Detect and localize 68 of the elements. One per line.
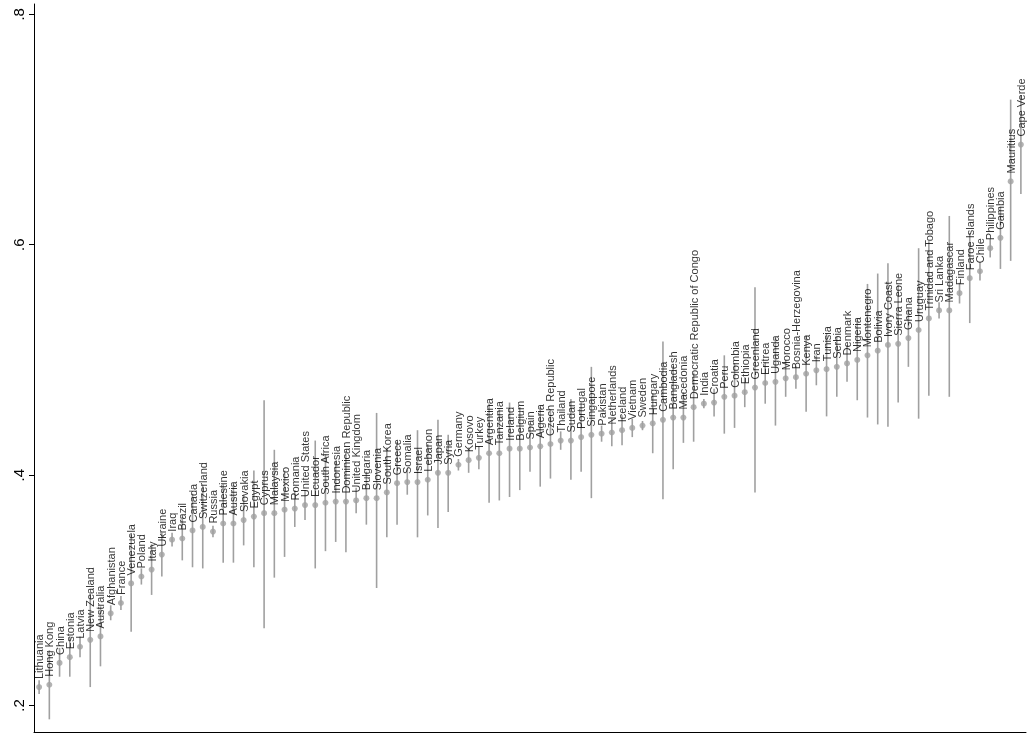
x-tick-label: Australia bbox=[94, 584, 107, 629]
x-tick-label: Turkey bbox=[472, 416, 485, 450]
x-tick-label: Japan bbox=[431, 434, 444, 465]
x-tick-label: Palestine bbox=[217, 470, 230, 516]
x-tick-label: Belgium bbox=[513, 400, 526, 441]
x-tick-label: Indonesia bbox=[329, 445, 342, 494]
x-tick-label: Sweden bbox=[636, 377, 649, 418]
x-tick-label: Mauritius bbox=[1004, 128, 1017, 174]
x-tick-label: Tunisia bbox=[820, 325, 833, 362]
x-tick-label: Switzerland bbox=[196, 462, 209, 519]
x-tick-label: Russia bbox=[206, 489, 219, 524]
x-tick-label: Nigeria bbox=[851, 316, 864, 352]
x-tick-label: Eritrea bbox=[759, 341, 772, 375]
x-tick-label: Bangladesh bbox=[667, 351, 680, 410]
x-tick-label: Greece bbox=[391, 439, 404, 476]
x-tick-label: Latvia bbox=[74, 608, 87, 639]
x-tick-label: Uganda bbox=[769, 334, 782, 374]
x-tick-label: Estonia bbox=[63, 611, 76, 650]
x-tick-label: Sri Lanka bbox=[933, 255, 946, 303]
y-tick-label: .8 bbox=[10, 8, 27, 21]
x-tick-label: Venezuela bbox=[125, 523, 138, 576]
x-tick-label: Colombia bbox=[728, 340, 741, 388]
x-tick-label: Croatia bbox=[708, 358, 721, 395]
x-tick-label: Faroe Islands bbox=[963, 203, 976, 271]
x-tick-label: Dominican Republic bbox=[339, 395, 352, 494]
x-tick-label: Sudan bbox=[564, 400, 577, 433]
x-tick-label: India bbox=[697, 370, 710, 396]
x-tick-label: Ivory Coast bbox=[881, 281, 894, 337]
x-tick-label: Israel bbox=[411, 447, 424, 475]
x-tick-label: South Korea bbox=[380, 422, 393, 485]
x-tick-label: Denmark bbox=[841, 310, 854, 356]
x-tick-label: Serbia bbox=[830, 326, 843, 359]
x-tick-label: Hong Kong bbox=[43, 621, 56, 677]
x-tick-label: Bolivia bbox=[871, 309, 884, 343]
x-tick-label: Austria bbox=[227, 480, 240, 516]
x-tick-label: Kosovo bbox=[462, 415, 475, 453]
x-tick-label: Bulgaria bbox=[360, 448, 373, 491]
y-tick-label: .4 bbox=[10, 468, 27, 482]
x-tick-label: Somalia bbox=[401, 433, 414, 475]
x-tick-label: Ecuador bbox=[309, 455, 322, 498]
x-tick-label: Slovakia bbox=[237, 469, 250, 513]
x-tick-label: Bosnia-Herzegovina bbox=[789, 269, 802, 370]
x-tick-label: Iceland bbox=[616, 386, 629, 423]
x-tick-label: Cape Verde bbox=[1014, 78, 1027, 137]
x-tick-label: Poland bbox=[135, 534, 148, 569]
x-tick-label: Ghana bbox=[902, 296, 915, 331]
x-tick-label: Romania bbox=[288, 455, 301, 501]
x-tick-label: New Zealand bbox=[84, 567, 97, 632]
x-tick-label: Democratic Republic of Congo bbox=[687, 249, 700, 400]
x-tick-label: Peru bbox=[718, 365, 731, 389]
y-tick-label: .2 bbox=[10, 699, 27, 712]
x-tick-label: Canada bbox=[186, 483, 199, 523]
x-tick-label: Vietnam bbox=[626, 379, 639, 420]
x-tick-label: Thailand bbox=[554, 390, 567, 433]
y-tick-label: .6 bbox=[10, 238, 27, 251]
x-tick-label: Philippines bbox=[984, 186, 997, 241]
x-tick-label: Egypt bbox=[247, 480, 260, 509]
x-tick-label: Iraq bbox=[166, 512, 179, 532]
x-tick-label: Lithuania bbox=[33, 633, 46, 680]
x-tick-label: Madagascar bbox=[943, 241, 956, 303]
x-tick-label: Chile bbox=[973, 238, 986, 264]
x-tick-label: Kenya bbox=[800, 333, 813, 366]
x-tick-label: Portugal bbox=[575, 388, 588, 430]
x-tick-label: South Africa bbox=[319, 434, 332, 495]
x-tick-label: Ireland bbox=[503, 406, 516, 441]
x-tick-label: United States bbox=[299, 430, 312, 498]
x-tick-label: Netherlands bbox=[605, 364, 618, 425]
x-tick-label: Lebanon bbox=[421, 428, 434, 472]
